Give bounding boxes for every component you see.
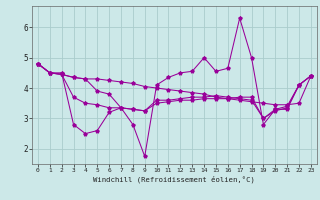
- X-axis label: Windchill (Refroidissement éolien,°C): Windchill (Refroidissement éolien,°C): [93, 175, 255, 183]
